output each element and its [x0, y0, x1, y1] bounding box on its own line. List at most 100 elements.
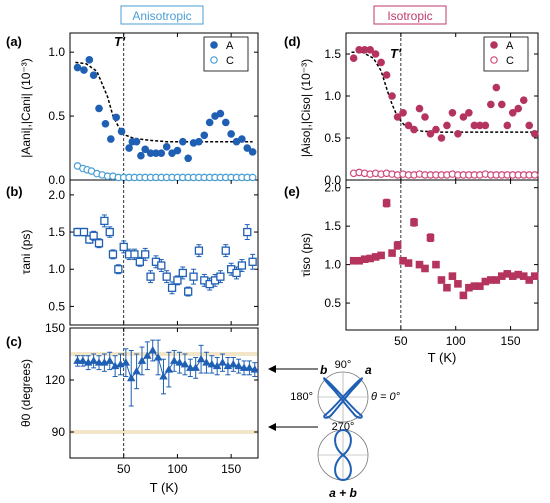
panel-a-legend-label: A — [226, 40, 234, 52]
panel-a-point-A — [112, 113, 120, 122]
panel-a-point-A — [179, 137, 187, 146]
panel-e-point-tau_iso — [525, 276, 534, 284]
polar-bottom-lobes — [334, 428, 352, 482]
panel-c-point-theta0 — [153, 352, 163, 361]
panel-e-point-tau_iso — [437, 276, 446, 284]
panel-d-point-A — [465, 109, 473, 117]
panel-b-point-tau_ani — [119, 242, 128, 252]
panel-a-point-A — [101, 119, 110, 128]
panel-d-point-A — [432, 125, 440, 134]
panel-e-point-tau_iso — [393, 241, 402, 250]
panel-a-point-A — [125, 144, 133, 152]
polar-bottom: 270° a + b — [317, 421, 369, 500]
panel-b-point-tau_ani — [232, 268, 241, 278]
panel-c-point-theta0 — [191, 363, 200, 371]
panel-a-point-A — [216, 109, 225, 118]
panel-b-point-tau_ani — [157, 261, 166, 270]
panel-e-ytick-label: 2.0 — [324, 181, 341, 195]
panel-a-point-A — [73, 63, 82, 72]
panel-d-ylabel-text: |Aiso|,|Ciso| (10⁻³) — [299, 59, 313, 157]
panel-d-point-A — [366, 46, 374, 54]
panel-a-point-A — [132, 137, 141, 146]
panel-b-point-tau_ani — [221, 246, 230, 255]
panel-e-point-tau_iso — [465, 283, 473, 292]
polar-top: 90° 180° θ = 0° b a — [290, 359, 401, 423]
panel-e-point-tau_iso — [448, 272, 457, 280]
panel-d-point-A — [377, 58, 385, 67]
panel-d-point-A — [492, 83, 501, 92]
panel-e-ylabel-text: τiso (ps) — [299, 233, 313, 277]
panel-a-legend-marker — [210, 41, 218, 49]
panel-d-point-A — [470, 121, 479, 130]
panel-b-point-tau_ani — [100, 216, 109, 226]
panel-c-point-theta0 — [245, 363, 254, 371]
panel-d-point-A — [410, 125, 418, 134]
panel-a-point-A — [107, 135, 115, 143]
isotropic-header-box — [373, 5, 447, 25]
panel-label-d: (d) — [284, 34, 301, 49]
polar-a-label: a — [365, 363, 372, 377]
panel-c-point-theta0 — [137, 356, 147, 364]
panel-d-point-A — [514, 104, 523, 113]
panel-d-ytick-label: 1.5 — [324, 47, 341, 61]
panel-e-point-tau_iso — [470, 282, 479, 290]
panel-label-a: (a) — [6, 34, 22, 49]
panel-d-ytick-label: 0.0 — [324, 173, 341, 187]
panel-d-point-A — [525, 121, 534, 130]
panel-b-point-tau_ani — [243, 227, 252, 237]
polar-top-label: 90° — [335, 359, 352, 371]
panel-b-point-tau_ani — [146, 272, 155, 281]
panel-e-point-tau_iso — [443, 283, 451, 292]
panel-d-point-A — [388, 92, 396, 100]
panel-c-point-theta0 — [180, 359, 190, 368]
panel-d-point-A — [519, 96, 528, 104]
panel-e-point-tau_iso — [497, 272, 506, 280]
panel-e-point-tau_iso — [454, 280, 462, 288]
panel-d-point-A — [476, 121, 484, 130]
panel-a-point-A — [195, 137, 203, 146]
panel-e: (e) τiso (ps) T (K) — [284, 179, 539, 365]
panel-c-point-theta0 — [164, 365, 174, 373]
panel-d-point-A — [459, 113, 468, 121]
panel-a-point-A — [162, 142, 171, 151]
panel-a-ytick-label: 0.5 — [48, 109, 65, 123]
panel-b-point-tau_ani — [94, 239, 104, 248]
panel-d-point-A — [426, 130, 435, 138]
panel-c-point-theta0 — [148, 346, 157, 354]
panel-e-point-tau_iso — [404, 259, 413, 267]
panel-d-ylabel: |Aiso|,|Ciso| (10⁻³) — [299, 59, 313, 157]
panel-c-point-theta0 — [132, 366, 141, 375]
panel-a-point-A — [85, 56, 94, 64]
panel-e-point-tau_iso — [487, 276, 495, 284]
panel-a-point-A — [146, 149, 155, 157]
panel-d-point-A — [399, 109, 407, 117]
panel-c-point-theta0 — [239, 363, 249, 371]
panel-d-ytick-label: 0.5 — [324, 131, 341, 145]
panel-a-point-A — [95, 104, 103, 113]
panel-b-point-tau_ani — [105, 227, 114, 237]
panel-a-legend-marker — [210, 56, 218, 64]
panel-a-point-A — [157, 149, 166, 157]
panel-d-point-A — [404, 121, 413, 130]
panel-b-point-tau_ani — [248, 257, 257, 266]
panel-b-point-tau_ani — [167, 283, 177, 292]
panel-d-point-A — [355, 46, 363, 54]
panel-a-point-A — [248, 148, 257, 156]
arrow-upper — [268, 365, 318, 373]
panel-e-point-tau_iso — [492, 276, 501, 284]
panel-c-point-theta0 — [234, 361, 243, 370]
panel-e-xtick-label: 100 — [446, 334, 466, 348]
panel-d-marks: 0.0 0.5 1.0 1.5 AC — [324, 33, 539, 187]
panel-a-point-A — [152, 149, 160, 157]
panel-e-point-tau_iso — [410, 218, 418, 227]
panel-c-point-theta0 — [78, 356, 88, 364]
panel-d-point-A — [360, 46, 369, 54]
panel-e-point-tau_iso — [530, 272, 539, 280]
panel-e-xlabel: T (K) — [428, 350, 457, 365]
panel-a-point-C — [248, 173, 257, 182]
panel-b-point-tau_ani — [216, 272, 225, 281]
panel-e-point-tau_iso — [399, 256, 407, 265]
panel-c-point-theta0 — [170, 356, 179, 364]
panel-c-point-theta0 — [175, 358, 184, 366]
